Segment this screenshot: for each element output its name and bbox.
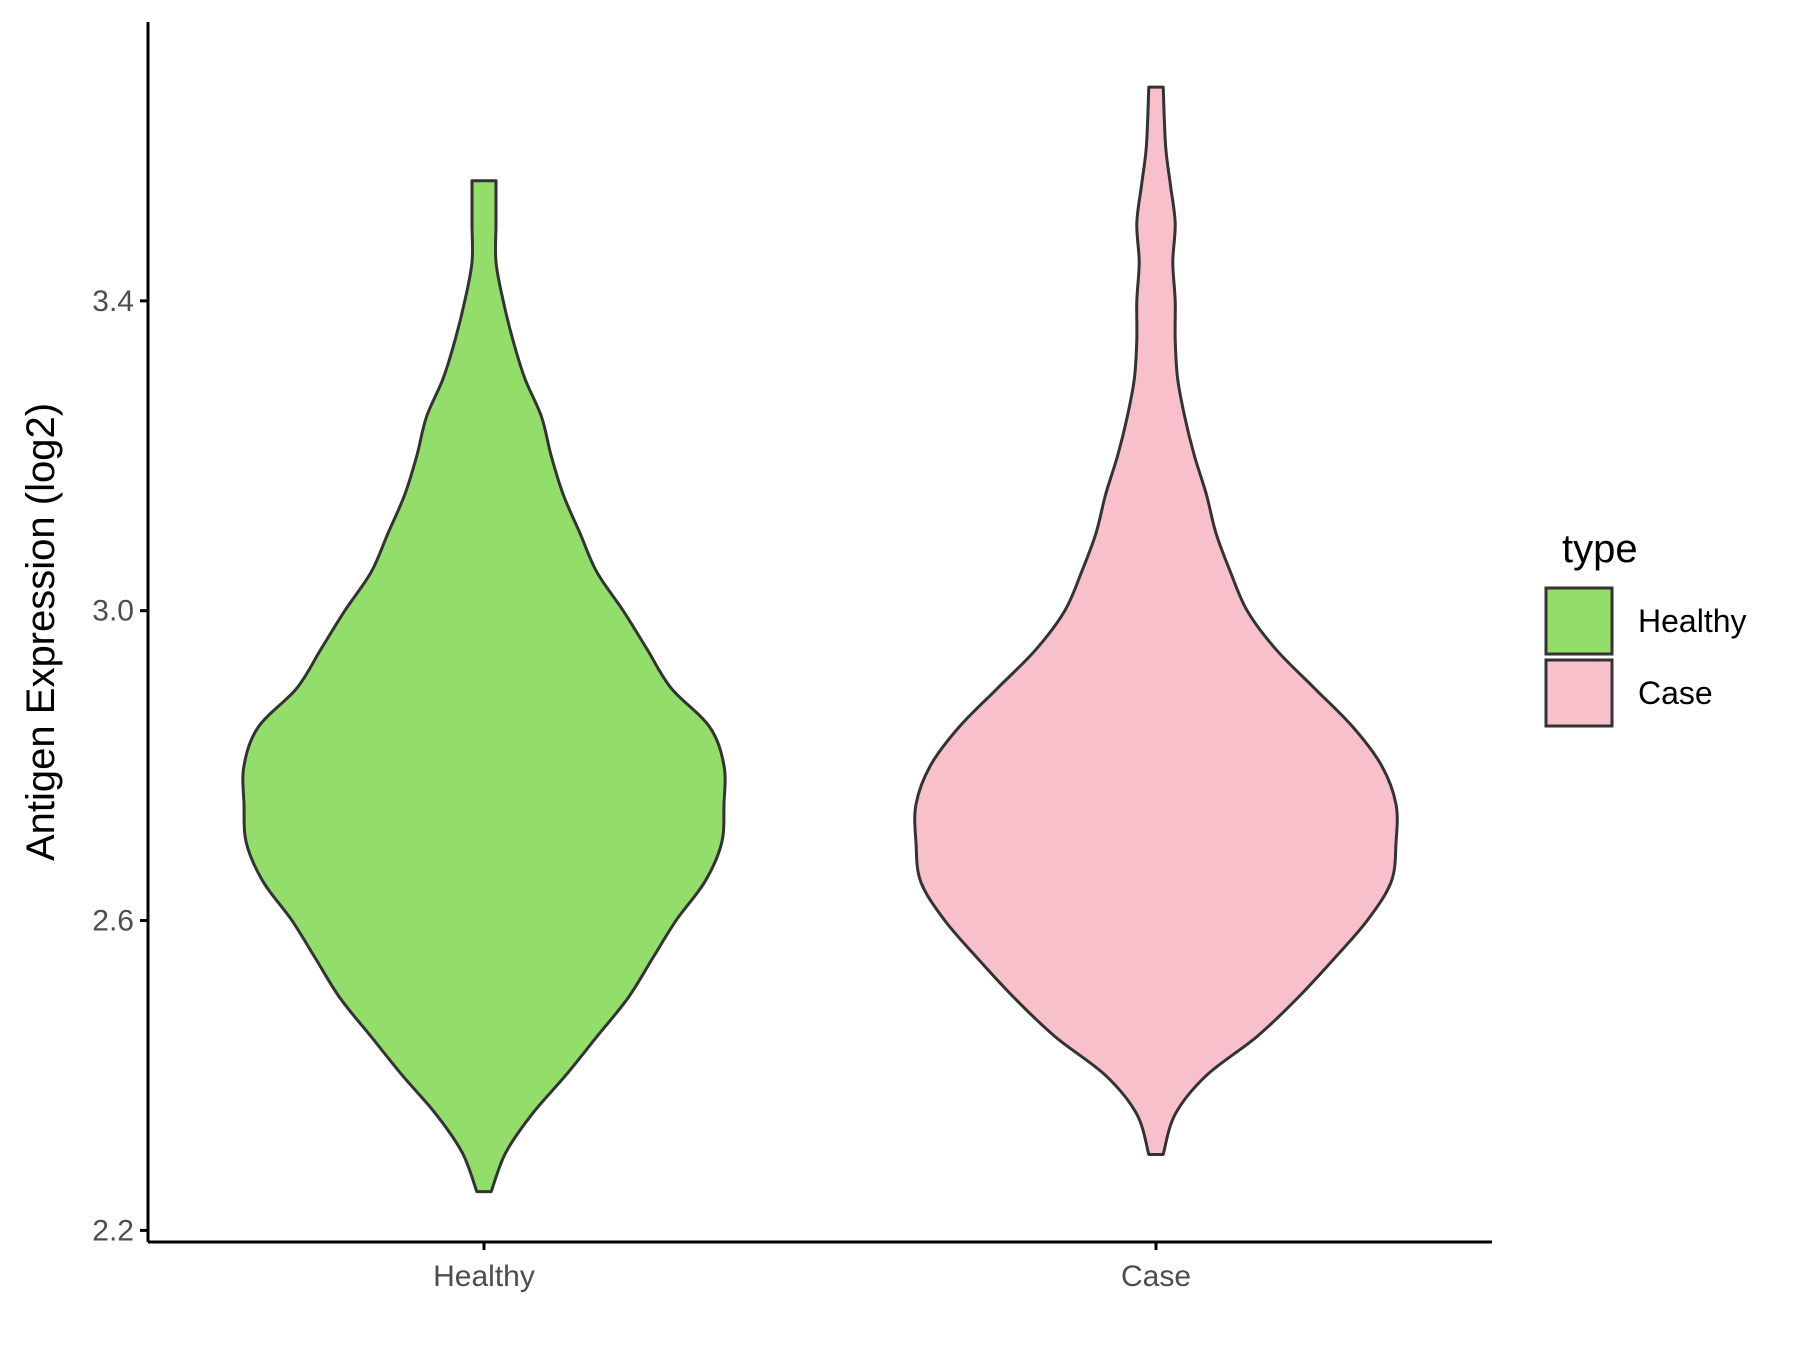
x-tick-label-healthy: Healthy	[433, 1260, 535, 1293]
violin-case	[913, 85, 1399, 1156]
y-tick-label: 3.4	[92, 285, 134, 318]
y-tick-label: 2.6	[92, 905, 134, 938]
legend: type Healthy Case	[1544, 527, 1747, 728]
y-axis-title: Antigen Expression (log2)	[19, 403, 63, 861]
y-tick-label: 3.0	[92, 595, 134, 628]
legend-label-case: Case	[1638, 675, 1713, 711]
legend-key-healthy	[1544, 586, 1614, 656]
violin-healthy	[241, 179, 727, 1194]
legend-label-healthy: Healthy	[1638, 603, 1747, 639]
x-ticks: Healthy Case	[433, 1242, 1191, 1293]
y-ticks: 2.2 2.6 3.0 3.4	[92, 285, 148, 1247]
y-tick-label: 2.2	[92, 1214, 134, 1247]
legend-key-case	[1544, 658, 1614, 728]
legend-title: type	[1562, 527, 1638, 571]
x-tick-label-case: Case	[1121, 1260, 1191, 1293]
violins-layer	[241, 85, 1399, 1194]
